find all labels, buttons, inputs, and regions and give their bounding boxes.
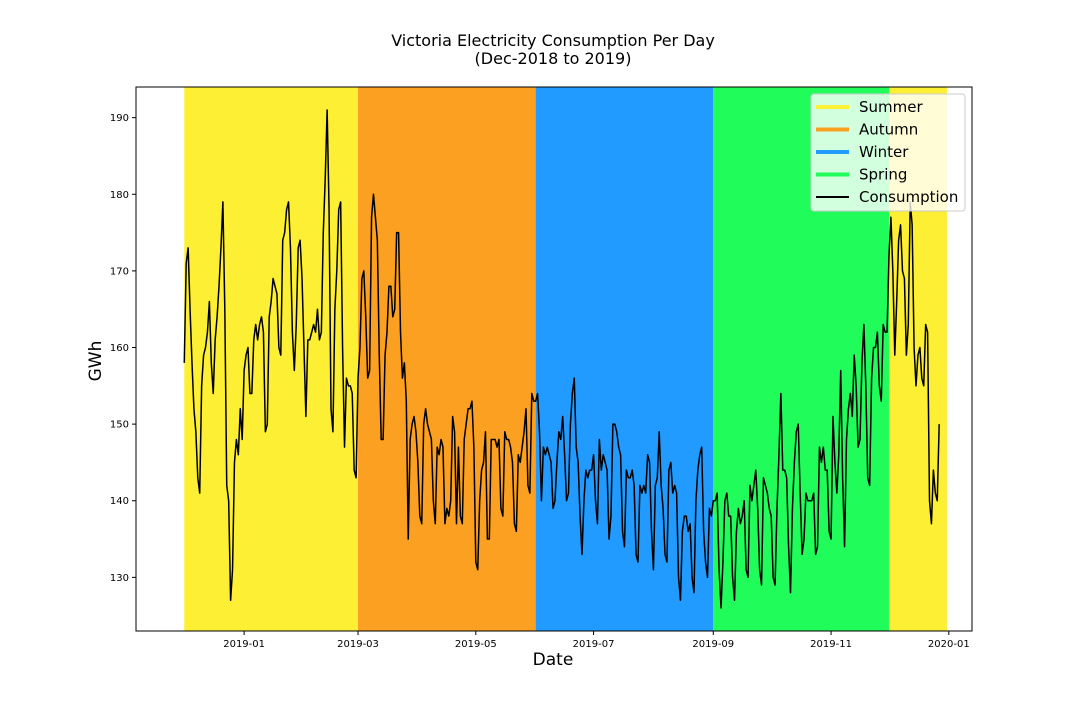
y-tick-label: 190 — [110, 113, 129, 124]
y-tick-label: 180 — [110, 190, 129, 201]
y-tick-label: 130 — [110, 573, 129, 584]
legend-label-summer: Summer — [859, 98, 923, 116]
x-tick-label: 2019-11 — [810, 639, 852, 650]
chart-title: Victoria Electricity Consumption Per Day — [391, 31, 715, 50]
y-tick-label: 160 — [110, 343, 129, 354]
x-tick-label: 2019-09 — [692, 639, 734, 650]
x-axis-label: Date — [533, 650, 574, 670]
y-tick-label: 150 — [110, 420, 129, 431]
season-band-winter-2 — [535, 87, 714, 631]
plot-frame — [135, 86, 973, 632]
y-tick-label: 140 — [110, 496, 129, 507]
y-axis: 130 140 150 160 170 180 190 — [110, 113, 136, 584]
season-band-autumn-1 — [358, 87, 536, 631]
x-tick-label: 2020-01 — [928, 639, 970, 650]
consumption-series — [183, 109, 940, 609]
y-tick-label: 170 — [110, 266, 129, 277]
x-tick-label: 2019-03 — [337, 639, 379, 650]
legend: Summer Autumn Winter Spring Consumption — [810, 93, 966, 212]
y-axis-label: GWh — [86, 341, 106, 382]
season-band-summer-0 — [184, 87, 359, 631]
legend-label-autumn: Autumn — [859, 121, 918, 139]
chart-subtitle: (Dec-2018 to 2019) — [475, 49, 632, 68]
legend-label-spring: Spring — [859, 166, 907, 184]
x-axis: 2019-01 2019-03 2019-05 2019-07 2019-09 2019-… — [223, 631, 970, 650]
legend-label-winter: Winter — [859, 143, 909, 161]
consumption-line — [183, 109, 940, 609]
legend-label-consumption: Consumption — [859, 188, 958, 206]
x-tick-label: 2019-05 — [455, 639, 497, 650]
x-tick-label: 2019-07 — [573, 639, 615, 650]
legend-box — [810, 93, 966, 212]
x-tick-label: 2019-01 — [223, 639, 265, 650]
